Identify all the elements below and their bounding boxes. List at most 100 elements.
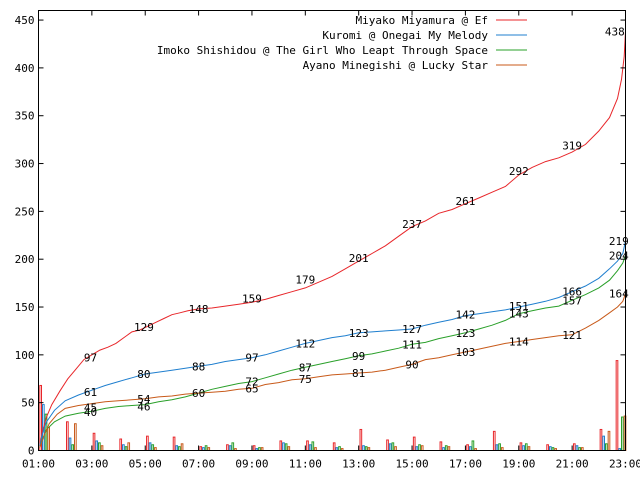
plot-frame bbox=[38, 10, 626, 451]
x-tick-label: 23:00 bbox=[609, 458, 640, 471]
point-label: 97 bbox=[245, 352, 258, 365]
hourly-bar bbox=[364, 446, 368, 452]
hourly-bar bbox=[412, 436, 416, 452]
point-label: 54 bbox=[137, 393, 151, 406]
legend-label: Kuromi @ Onegai My Melody bbox=[322, 29, 488, 42]
point-label: 80 bbox=[137, 368, 150, 381]
point-label: 99 bbox=[352, 350, 365, 363]
hourly-bar bbox=[498, 443, 501, 452]
hourly-bar bbox=[602, 435, 605, 451]
hourly-bar bbox=[178, 446, 181, 452]
point-label: 61 bbox=[84, 386, 97, 399]
y-tick-label: 50 bbox=[21, 397, 34, 410]
point-label: 166 bbox=[562, 286, 582, 299]
hourly-bar bbox=[74, 423, 77, 451]
x-axis: 01:00 03:00 05:00 07:00 09:00 11:00 13:00 15:00… bbox=[22, 10, 640, 471]
point-label: 157 bbox=[562, 294, 582, 307]
x-tick-label: 03:00 bbox=[75, 458, 108, 471]
x-tick-label: 17:00 bbox=[449, 458, 482, 471]
hourly-bar bbox=[284, 443, 288, 452]
point-label: 90 bbox=[405, 358, 418, 371]
hourly-bar bbox=[47, 427, 51, 452]
point-label: 127 bbox=[402, 323, 422, 336]
x-tick-label: 05:00 bbox=[129, 458, 162, 471]
legend-label: Imoko Shishidou @ The Girl Who Leapt Thr… bbox=[157, 44, 488, 57]
legend-label: Miyako Miyamura @ Ef bbox=[356, 14, 488, 27]
point-labels: 97 129 148 159 179 201 237 261 292 319 438 61 80 88 97… bbox=[84, 26, 629, 420]
hourly-bar bbox=[466, 444, 469, 451]
hourly-bar bbox=[338, 446, 341, 452]
hourly-bar bbox=[620, 416, 624, 451]
hourly-bar bbox=[492, 430, 496, 452]
hourly-bar bbox=[439, 441, 443, 451]
hourly-bar bbox=[604, 443, 608, 452]
point-label: 60 bbox=[192, 387, 205, 400]
point-label: 97 bbox=[84, 352, 97, 365]
x-tick-label: 09:00 bbox=[235, 458, 268, 471]
point-label: 148 bbox=[189, 303, 209, 316]
hourly-bar bbox=[204, 445, 208, 451]
hourly-bar bbox=[444, 445, 448, 451]
lines-layer bbox=[39, 31, 626, 448]
hourly-bar bbox=[386, 439, 389, 452]
point-label: 75 bbox=[299, 373, 312, 386]
hourly-bar bbox=[468, 446, 472, 452]
hourly-bar bbox=[180, 443, 184, 452]
hourly-bar bbox=[175, 445, 179, 451]
hourly-bar bbox=[252, 445, 256, 451]
legend-label: Ayano Minegishi @ Lucky Star bbox=[303, 59, 489, 72]
hourly-bar bbox=[306, 440, 309, 452]
x-tick-label: 07:00 bbox=[182, 458, 215, 471]
hourly-bar bbox=[279, 440, 283, 452]
hourly-bar bbox=[282, 442, 285, 452]
hourly-bar bbox=[447, 446, 451, 452]
point-label: 46 bbox=[137, 401, 150, 414]
hourly-bar bbox=[127, 442, 131, 452]
hourly-bar bbox=[471, 440, 475, 452]
point-label: 319 bbox=[562, 139, 582, 152]
point-label: 123 bbox=[455, 327, 475, 340]
point-label: 261 bbox=[455, 195, 475, 208]
point-label: 87 bbox=[299, 361, 312, 374]
y-tick-label: 300 bbox=[15, 158, 35, 171]
y-tick-label: 100 bbox=[15, 349, 35, 362]
hourly-bar bbox=[148, 442, 152, 452]
hourly-bar bbox=[226, 444, 229, 451]
y-tick-label: 150 bbox=[15, 301, 35, 314]
hourly-bar bbox=[66, 421, 69, 452]
x-tick-label: 01:00 bbox=[22, 458, 55, 471]
hourly-bar bbox=[359, 428, 363, 451]
y-axis: 0 50 100 150 200 250 300 350 400 450 bbox=[15, 14, 626, 458]
hourly-bar bbox=[287, 446, 291, 452]
hourly-bar bbox=[548, 446, 552, 452]
hourly-bar bbox=[124, 446, 128, 452]
hourly-bar bbox=[68, 437, 72, 451]
point-label: 237 bbox=[402, 218, 422, 231]
point-label: 72 bbox=[245, 376, 258, 389]
point-label: 219 bbox=[609, 235, 629, 248]
point-label: 143 bbox=[509, 308, 529, 321]
hourly-bar bbox=[522, 445, 525, 451]
y-tick-label: 0 bbox=[28, 445, 35, 458]
point-label: 179 bbox=[295, 273, 315, 286]
point-label: 204 bbox=[609, 249, 629, 262]
x-tick-label: 11:00 bbox=[289, 458, 322, 471]
hourly-bar bbox=[311, 441, 315, 451]
hourly-bar bbox=[172, 436, 176, 452]
hourly-bar bbox=[151, 444, 155, 451]
x-tick-label: 19:00 bbox=[502, 458, 535, 471]
point-label: 164 bbox=[609, 288, 629, 301]
point-label: 159 bbox=[242, 292, 262, 305]
hourly-bar bbox=[519, 442, 523, 452]
hourly-bar bbox=[100, 445, 104, 451]
point-label: 40 bbox=[84, 406, 97, 419]
hourly-bar bbox=[362, 445, 365, 451]
hourly-bar bbox=[332, 442, 336, 452]
x-tick-label: 13:00 bbox=[342, 458, 375, 471]
point-label: 111 bbox=[402, 338, 422, 351]
point-label: 129 bbox=[134, 321, 154, 334]
hourly-bar bbox=[119, 438, 123, 451]
hourly-bar bbox=[615, 360, 619, 451]
point-label: 123 bbox=[349, 327, 369, 340]
y-tick-label: 450 bbox=[15, 14, 35, 27]
